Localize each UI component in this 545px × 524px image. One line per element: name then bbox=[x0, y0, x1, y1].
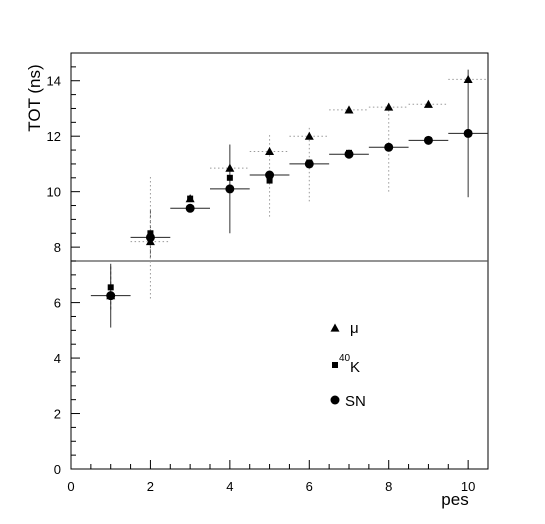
data-point-sn bbox=[304, 159, 314, 169]
data-point-sn bbox=[265, 170, 275, 180]
data-point-sn bbox=[225, 184, 235, 194]
x-tick-label: 0 bbox=[67, 479, 74, 494]
data-point-mu bbox=[304, 131, 314, 140]
y-tick-label: 2 bbox=[54, 407, 61, 422]
plot-frame bbox=[70, 52, 489, 470]
legend-label-mu: μ bbox=[350, 320, 359, 337]
x-axis-label: pes bbox=[441, 490, 468, 509]
y-tick-label: 0 bbox=[54, 462, 61, 477]
error-bars bbox=[90, 69, 488, 328]
y-tick-label: 10 bbox=[47, 185, 61, 200]
x-tick-label: 6 bbox=[306, 479, 313, 494]
data-point-sn bbox=[344, 149, 354, 159]
data-point-sn bbox=[384, 142, 394, 152]
y-axis-label: TOT (ns) bbox=[25, 64, 44, 131]
x-tick-label: 2 bbox=[147, 479, 154, 494]
legend-marker-mu bbox=[330, 323, 340, 332]
data-point-mu bbox=[463, 74, 473, 83]
legend-label-k40: K bbox=[350, 359, 360, 376]
data-point-sn bbox=[145, 232, 155, 242]
legend-label-k40-superscript: 40 bbox=[339, 353, 351, 364]
y-tick-label: 6 bbox=[54, 296, 61, 311]
data-point-mu bbox=[344, 105, 354, 114]
x-tick-label: 8 bbox=[385, 479, 392, 494]
data-point-mu bbox=[423, 99, 433, 108]
y-tick-label: 8 bbox=[54, 240, 61, 255]
y-tick-label: 4 bbox=[54, 351, 61, 366]
legend-marker-sn bbox=[330, 395, 340, 405]
data-point-k40 bbox=[187, 195, 194, 202]
data-point-mu bbox=[225, 163, 235, 172]
data-markers bbox=[106, 74, 473, 301]
legend-label-sn: SN bbox=[345, 393, 366, 410]
y-tick-label: 14 bbox=[47, 74, 61, 89]
y-tick-label: 12 bbox=[47, 129, 61, 144]
x-tick-label: 4 bbox=[226, 479, 233, 494]
axis-ticks: 0 2 4 6 8 10 12 14 0 2 4 6 8 10 bbox=[47, 66, 489, 494]
legend-marker-k40 bbox=[332, 362, 338, 368]
legend: μ 40 K SN bbox=[330, 320, 366, 410]
data-point-sn bbox=[423, 135, 433, 145]
data-point-sn bbox=[106, 291, 116, 301]
data-point-k40 bbox=[266, 177, 273, 184]
data-point-mu bbox=[265, 146, 275, 156]
data-point-sn bbox=[185, 203, 195, 213]
x-tick-label: 10 bbox=[461, 479, 475, 494]
data-point-k40 bbox=[226, 174, 233, 181]
data-point-mu bbox=[384, 102, 394, 111]
data-point-sn bbox=[463, 128, 473, 138]
data-point-k40 bbox=[107, 284, 114, 291]
